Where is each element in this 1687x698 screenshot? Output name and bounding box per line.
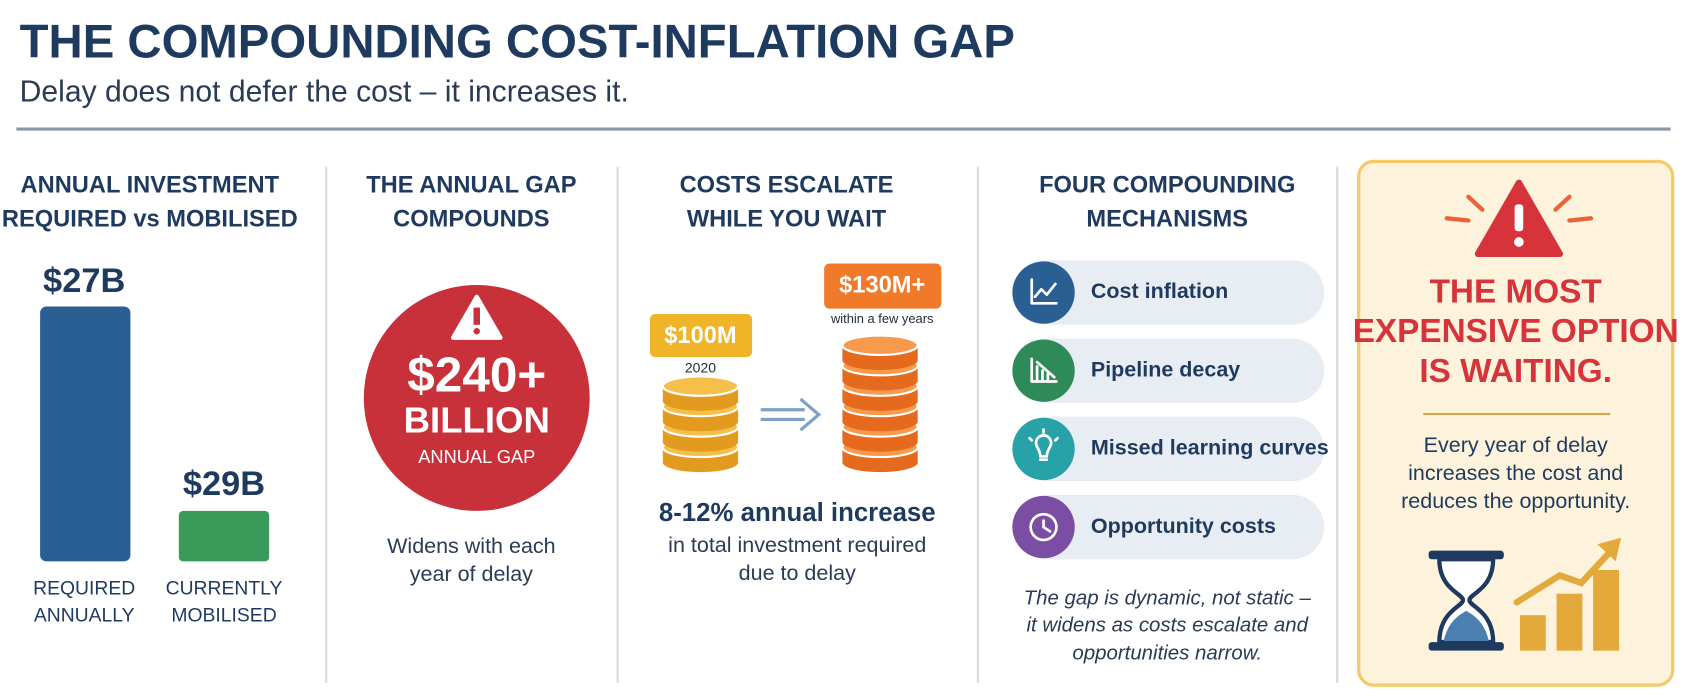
mechanism-glyph — [1028, 428, 1059, 462]
warning-icon — [450, 294, 503, 340]
panel-title: THE ANNUAL GAP — [366, 172, 576, 198]
growth-icon — [1513, 537, 1622, 651]
panel-title: COMPOUNDS — [393, 207, 549, 233]
mechanism-icon — [1012, 417, 1075, 481]
caption: Widens with each — [387, 534, 556, 558]
mechanism-label: Pipeline decay — [1091, 357, 1240, 381]
headline: 8-12% annual increase — [659, 499, 936, 527]
bar-label: REQUIRED — [33, 577, 135, 599]
mechanism-pill — [1016, 494, 1325, 560]
amount: $130M+ — [839, 272, 925, 298]
bar-value-label: $29B — [183, 465, 265, 503]
bar — [40, 306, 131, 562]
mechanism-pill — [1016, 338, 1325, 403]
panel-title: MECHANISMS — [1086, 207, 1248, 233]
mechanism-list: Cost inflation Pipeline decay Missed learn… — [1012, 260, 1329, 560]
mechanism-glyph — [1030, 278, 1058, 305]
note: The gap is dynamic, not static – — [1024, 587, 1312, 609]
mechanism-label: Missed learning curves — [1091, 436, 1329, 460]
panel-title: FOUR COMPOUNDING — [1039, 172, 1295, 198]
panel-title: REQUIRED vs MOBILISED — [2, 207, 298, 233]
mechanism-glyph — [1029, 512, 1058, 542]
amount-note: within a few years — [830, 311, 933, 326]
note: opportunities narrow. — [1072, 642, 1262, 664]
callout-headline: EXPENSIVE OPTION — [1353, 313, 1679, 350]
callout-text: reduces the opportunity. — [1401, 489, 1630, 513]
panel-title: COSTS ESCALATE — [680, 172, 894, 198]
bar — [178, 510, 270, 562]
title: THE COMPOUNDING COST-INFLATION GAP — [20, 16, 1015, 69]
gap-badge — [363, 285, 590, 511]
amount: $100M — [664, 323, 736, 349]
coin — [841, 334, 919, 356]
amount-badge — [649, 314, 753, 358]
caption: in total investment required — [668, 533, 926, 557]
callout-text: increases the cost and — [1408, 461, 1623, 485]
mechanism-pill — [1016, 260, 1325, 325]
mechanism-label: Cost inflation — [1091, 279, 1228, 303]
caption: year of delay — [410, 562, 533, 586]
mechanism-glyph — [1030, 357, 1058, 383]
arrow — [760, 397, 822, 432]
coin-stacks — [661, 334, 919, 473]
badge-unit: BILLION — [404, 399, 550, 440]
bar-label: CURRENTLY — [166, 577, 283, 599]
panel-title: ANNUAL INVESTMENT — [21, 172, 280, 198]
coin — [661, 375, 740, 397]
amount-note: 2020 — [685, 360, 716, 376]
hourglass-icon — [1428, 550, 1504, 651]
badge-amount: $240+ — [407, 348, 546, 403]
mechanism-pill — [1016, 416, 1325, 482]
alert-icon — [1444, 179, 1594, 258]
callout-headline: IS WAITING. — [1419, 353, 1612, 390]
bar-value-label: $27B — [43, 262, 125, 300]
mechanism-label: Opportunity costs — [1091, 514, 1276, 538]
panel-title: WHILE YOU WAIT — [687, 207, 887, 233]
callout-headline: THE MOST — [1430, 273, 1602, 310]
subtitle: Delay does not defer the cost – it incre… — [20, 76, 629, 109]
caption: due to delay — [739, 561, 856, 585]
dividers — [325, 166, 1339, 683]
callout-text: Every year of delay — [1424, 433, 1608, 457]
bar-label: MOBILISED — [171, 604, 276, 626]
amount-badge — [824, 263, 942, 309]
badge-caption: ANNUAL GAP — [418, 446, 535, 467]
note: it widens as costs escalate and — [1026, 614, 1308, 636]
bar-label: ANNUALLY — [34, 604, 135, 626]
